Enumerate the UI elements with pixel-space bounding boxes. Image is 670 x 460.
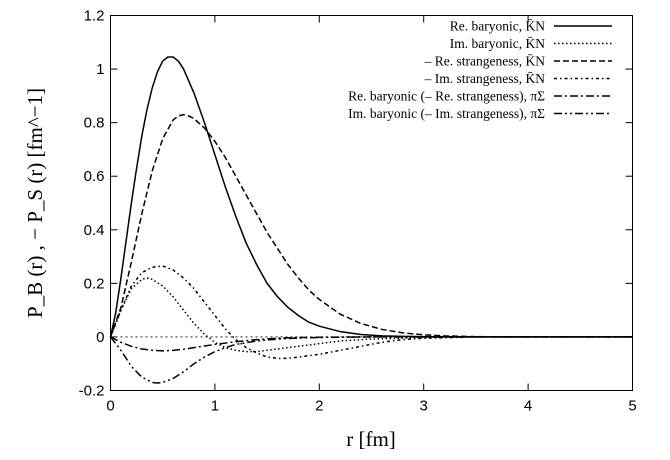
series-line-6 — [109, 336, 633, 384]
series-line-1 — [109, 56, 633, 338]
x-axis-label: r [fm] — [346, 427, 396, 451]
axis-ticks: 0 1 2 3 4 5-0.200.20.40.60.811.2 — [79, 8, 637, 415]
legend-label-2: Im. baryonic, K̄N — [450, 36, 545, 51]
legend: Re. baryonic, K̄N Im. baryonic, K̄N – Re. … — [348, 19, 612, 121]
y-axis-label: P_B (r) , − P_S (r) [fm^−1] — [23, 88, 47, 318]
x-tick-label: 5 — [628, 398, 636, 415]
y-tick-label: 1 — [96, 61, 104, 78]
y-tick-label: 0.4 — [84, 222, 105, 239]
legend-label-1: Re. baryonic, K̄N — [450, 19, 545, 34]
plot-frame — [110, 15, 633, 391]
y-tick-label: 0.2 — [84, 275, 105, 292]
x-tick-label: 3 — [420, 398, 428, 415]
x-tick-label: 1 — [211, 398, 219, 415]
legend-label-3: – Re. strangeness, K̄N — [424, 54, 546, 69]
y-tick-label: 0.8 — [84, 115, 105, 132]
series-line-3 — [109, 113, 633, 338]
x-tick-label: 2 — [315, 398, 323, 415]
y-tick-label: -0.2 — [79, 383, 105, 400]
x-tick-label: 4 — [524, 398, 532, 415]
legend-label-6: Im. baryonic (– Im. strangeness), πΣ — [348, 106, 545, 121]
plot-area — [109, 56, 633, 384]
legend-label-4: – Im. strangeness, K̄N — [424, 71, 546, 86]
x-tick-label: 0 — [106, 398, 114, 415]
series-line-4 — [109, 265, 633, 360]
legend-label-5: Re. baryonic (– Re. strangeness), πΣ — [348, 89, 545, 104]
series-line-5 — [110, 336, 633, 352]
series-line-2 — [109, 277, 633, 353]
y-tick-label: 0.6 — [84, 168, 105, 185]
y-tick-label: 1.2 — [84, 8, 105, 25]
y-tick-label: 0 — [96, 329, 104, 346]
